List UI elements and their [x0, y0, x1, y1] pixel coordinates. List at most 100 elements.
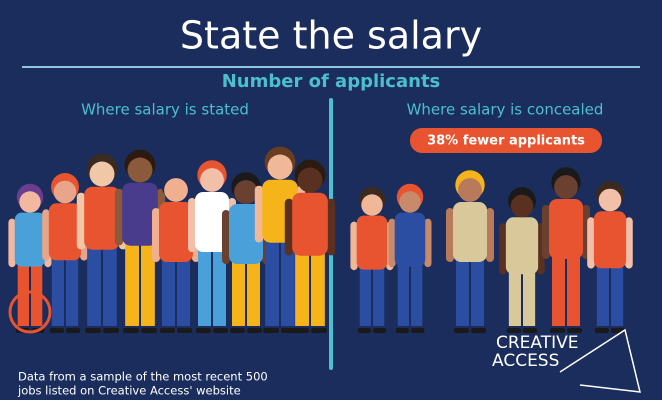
shoe	[49, 328, 64, 333]
torso	[14, 212, 46, 267]
head	[164, 178, 188, 202]
torso	[195, 192, 229, 252]
logo-text: ACCESS	[492, 351, 559, 371]
head	[19, 191, 41, 213]
torso	[505, 217, 539, 275]
arm	[284, 198, 294, 256]
head	[297, 167, 323, 193]
shoe	[196, 328, 211, 333]
shoe	[160, 328, 175, 333]
arm	[152, 208, 160, 262]
shoe	[357, 328, 371, 333]
arm	[350, 221, 358, 271]
shoe	[281, 328, 297, 333]
shoe	[373, 328, 387, 333]
head	[361, 194, 383, 216]
shoe	[454, 328, 469, 333]
shoe	[523, 328, 538, 333]
leg	[125, 241, 139, 326]
arm	[499, 223, 507, 275]
leg	[232, 260, 245, 326]
shoe	[567, 328, 582, 333]
shoe	[293, 328, 309, 333]
leg	[552, 255, 565, 326]
torso	[453, 202, 487, 262]
leg	[596, 264, 609, 326]
arm	[254, 185, 264, 243]
leg	[411, 262, 423, 326]
leg	[87, 245, 101, 326]
torso	[549, 199, 583, 259]
shoe	[311, 328, 327, 333]
arm	[388, 218, 396, 268]
arm	[8, 218, 16, 268]
people	[8, 146, 633, 334]
shoe	[230, 328, 245, 333]
torso	[593, 211, 627, 269]
shoe	[141, 328, 157, 333]
shoe	[103, 328, 119, 333]
subtitle: Number of applicants	[222, 71, 441, 92]
head	[598, 188, 622, 212]
wheel	[8, 290, 52, 334]
head	[267, 154, 293, 180]
arm	[76, 192, 86, 250]
logo-mark	[559, 328, 641, 393]
leg	[265, 238, 279, 326]
leg	[523, 270, 536, 326]
torso	[159, 202, 193, 262]
arm	[188, 198, 196, 252]
leg	[373, 265, 385, 326]
shoe	[66, 328, 81, 333]
arm	[114, 188, 124, 246]
leg	[247, 260, 260, 326]
shoe	[594, 328, 609, 333]
torso	[394, 212, 426, 267]
arm	[326, 198, 336, 256]
head	[89, 161, 115, 187]
badge	[410, 128, 602, 153]
shoe	[506, 328, 521, 333]
shoe	[247, 328, 262, 333]
arm	[486, 208, 494, 262]
leg	[508, 270, 521, 326]
leg	[397, 262, 409, 326]
shoe	[471, 328, 486, 333]
right-heading: Where salary is concealed	[407, 101, 604, 119]
torso	[229, 204, 263, 264]
shoe	[85, 328, 101, 333]
leg	[141, 241, 155, 326]
head	[510, 194, 534, 218]
torso	[48, 203, 82, 261]
shoe	[550, 328, 565, 333]
arm	[542, 205, 550, 259]
shoe	[123, 328, 139, 333]
leg	[359, 265, 371, 326]
arm	[222, 210, 230, 264]
leg	[567, 255, 580, 326]
leg	[311, 251, 325, 326]
shoe	[411, 328, 425, 333]
badge-text: 38% fewer applicants	[427, 134, 585, 149]
leg	[611, 264, 624, 326]
shoe	[263, 328, 279, 333]
head	[458, 178, 482, 202]
arm	[625, 217, 633, 269]
torso	[292, 192, 328, 256]
leg	[66, 256, 79, 326]
footnote-line: jobs listed on Creative Access' website	[17, 384, 241, 398]
leg	[198, 248, 211, 326]
leg	[103, 245, 117, 326]
torso	[356, 215, 388, 270]
leg	[162, 258, 175, 326]
head	[554, 175, 578, 199]
shoe	[395, 328, 409, 333]
arm	[42, 209, 50, 261]
leg	[51, 256, 64, 326]
leg	[456, 258, 469, 326]
head	[200, 168, 224, 192]
leg	[281, 238, 295, 326]
head	[399, 191, 421, 213]
left-heading: Where salary is stated	[81, 101, 249, 119]
